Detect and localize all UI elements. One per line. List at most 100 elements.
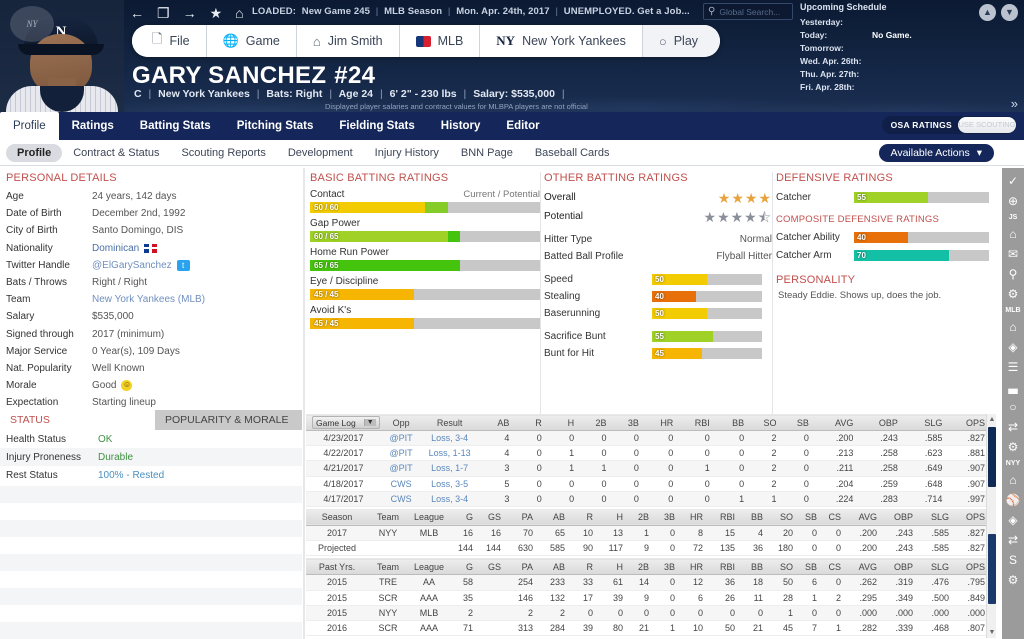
expand-more-icon[interactable]: » <box>1010 96 1018 111</box>
search-icon[interactable]: ⚲ <box>1008 267 1018 281</box>
col-bb[interactable]: BB <box>714 414 750 431</box>
home-icon[interactable]: ⌂ <box>1009 227 1017 241</box>
col-pa[interactable]: PA <box>506 508 538 526</box>
home-icon[interactable]: ⌂ <box>1009 320 1017 334</box>
col-team[interactable]: Team <box>368 508 408 526</box>
mail-icon[interactable]: ✉ <box>1007 247 1019 261</box>
subtab-scouting-reports[interactable]: Scouting Reports <box>181 146 266 159</box>
table-row[interactable]: 4/18/2017 CWS Loss, 3-5 5 0 0 0 0 0 0 0 2 0.204.259.… <box>306 476 990 492</box>
col-avg[interactable]: AVG <box>846 558 882 576</box>
scrollbar-thumb[interactable] <box>988 427 996 487</box>
col-2b[interactable]: 2B <box>628 558 654 576</box>
col-so[interactable]: SO <box>749 414 782 431</box>
home-icon[interactable]: ⌂ <box>235 5 244 21</box>
forward-arrow-icon[interactable]: → <box>182 5 197 21</box>
col-hr[interactable]: HR <box>643 414 679 431</box>
col-sb[interactable]: SB <box>798 508 822 526</box>
col-rbi[interactable]: RBI <box>708 558 740 576</box>
col-cs[interactable]: CS <box>822 508 846 526</box>
target-icon[interactable]: ◈ <box>1008 340 1018 354</box>
home-icon[interactable]: ⌂ <box>1009 473 1017 487</box>
col-so[interactable]: SO <box>768 508 798 526</box>
col-g[interactable]: G <box>450 558 478 576</box>
col-gs[interactable]: GS <box>478 508 506 526</box>
col-2b[interactable]: 2B <box>579 414 612 431</box>
global-search-box[interactable]: ⚲ Global Search... <box>703 3 793 20</box>
chevron-down-icon[interactable]: ▼ <box>1001 4 1018 21</box>
game-log-dropdown[interactable]: Game Log ▼ <box>312 416 380 429</box>
col-league[interactable]: League <box>408 558 450 576</box>
chevron-up-icon[interactable]: ▲ <box>979 4 996 21</box>
scroll-down-icon[interactable]: ▼ <box>988 629 996 636</box>
col-league[interactable]: League <box>408 508 450 526</box>
col-r[interactable]: R <box>570 508 598 526</box>
col-3b[interactable]: 3B <box>654 508 680 526</box>
finance-icon[interactable]: S <box>1008 553 1017 567</box>
col-slg[interactable]: SLG <box>918 558 954 576</box>
table-row[interactable]: 2015 TRE AA 58 254 233 33 61 14 0 12 36 18 50 6 0.262.3… <box>306 574 996 591</box>
table-row[interactable]: Projected 144 144 630 585 90 117 9 0 72 135 36 180 0 0… <box>306 540 996 557</box>
tab-batting-stats[interactable]: Batting Stats <box>139 120 211 132</box>
popularity-morale-tab[interactable]: POPULARITY & MORALE <box>155 410 302 430</box>
transactions-icon[interactable]: ⇄ <box>1007 420 1019 434</box>
col-h[interactable]: H <box>598 508 628 526</box>
subtab-contract-status[interactable]: Contract & Status <box>73 146 160 159</box>
col-ops[interactable]: OPS <box>947 414 990 431</box>
col-ab[interactable]: AB <box>538 558 570 576</box>
available-actions-button[interactable]: Available Actions ▾ <box>878 144 994 162</box>
tab-fielding-stats[interactable]: Fielding Stats <box>339 120 415 132</box>
globe-icon[interactable]: ⊕ <box>1007 194 1019 208</box>
scrollbar-thumb-secondary[interactable] <box>988 534 996 604</box>
target-icon[interactable]: ◈ <box>1008 513 1018 527</box>
table-row[interactable]: 2015 SCR AAA 35 146 132 17 39 9 0 6 26 11 28 1 2.295.34… <box>306 590 996 606</box>
col-obp[interactable]: OBP <box>882 508 918 526</box>
table-row[interactable]: 4/22/2017 @PIT Loss, 1-13 4 0 1 0 0 0 0 0 2 0.213.25… <box>306 445 990 462</box>
col-ops[interactable]: OPS <box>954 508 990 526</box>
gear-icon[interactable]: ⚙ <box>1007 440 1019 454</box>
baseball-icon[interactable]: ○ <box>1009 400 1017 414</box>
osa-toggle[interactable]: USE SCOUTING <box>958 117 1016 133</box>
col-hr[interactable]: HR <box>680 558 708 576</box>
employment-status[interactable]: UNEMPLOYED. Get a Job... <box>563 6 690 17</box>
back-arrow-icon[interactable]: ← <box>130 5 144 21</box>
table-row[interactable]: 2015NYYMLB2220000000100.000.000.000.000-… <box>306 605 996 621</box>
col-cs[interactable]: CS <box>822 558 846 576</box>
tab-profile[interactable]: Profile <box>0 112 59 140</box>
col-3b[interactable]: 3B <box>611 414 644 431</box>
tab-history[interactable]: History <box>440 120 481 132</box>
roster-icon[interactable]: ⚾ <box>1005 493 1021 507</box>
menu-item-team[interactable]: NY New York Yankees <box>480 25 643 57</box>
col-h[interactable]: H <box>546 414 580 431</box>
menu-item-game[interactable]: 🌐 Game <box>206 25 297 57</box>
table-row[interactable]: 2016 SCR AAA 71 313 284 39 80 21 1 10 50 21 45 7 1.282.… <box>306 620 996 637</box>
detail-value[interactable]: New York Yankees (MLB) <box>92 294 206 306</box>
chart-icon[interactable]: ▃ <box>1008 380 1018 394</box>
col-opp[interactable]: Opp <box>380 414 422 431</box>
twitter-icon[interactable]: t <box>176 259 190 271</box>
tab-editor[interactable]: Editor <box>506 120 540 132</box>
col-obp[interactable]: OBP <box>858 414 903 431</box>
col-slg[interactable]: SLG <box>918 508 954 526</box>
col-past-yrs[interactable]: Past Yrs. <box>306 558 368 576</box>
col-g[interactable]: G <box>450 508 478 526</box>
player-team[interactable]: New York Yankees <box>158 88 250 100</box>
status-tab[interactable]: STATUS <box>0 410 155 430</box>
menu-item-manager[interactable]: ⌂ Jim Smith <box>296 25 400 57</box>
col-sb[interactable]: SB <box>798 558 822 576</box>
col-r[interactable]: R <box>570 558 598 576</box>
menu-item-file[interactable]: 🗋 File <box>132 25 207 57</box>
col-rbi[interactable]: RBI <box>708 508 740 526</box>
col-2b[interactable]: 2B <box>628 508 654 526</box>
col-season[interactable]: Season <box>306 508 368 526</box>
col-rbi[interactable]: RBI <box>678 414 715 431</box>
table-row[interactable]: 4/17/2017 CWS Loss, 3-4 3 0 0 0 0 0 0 1 1 0.224.283.… <box>306 491 990 507</box>
tab-pitching-stats[interactable]: Pitching Stats <box>236 120 314 132</box>
menu-item-play[interactable]: ○ Play <box>642 25 721 57</box>
col-3b[interactable]: 3B <box>654 558 680 576</box>
detail-value[interactable]: @ElGarySanchez <box>92 259 172 271</box>
tab-ratings[interactable]: Ratings <box>71 120 114 132</box>
col-so[interactable]: SO <box>768 558 798 576</box>
subtab-baseball-cards[interactable]: Baseball Cards <box>534 146 610 159</box>
list-icon[interactable]: ☰ <box>1007 360 1019 374</box>
gear-icon[interactable]: ⚙ <box>1007 287 1019 301</box>
